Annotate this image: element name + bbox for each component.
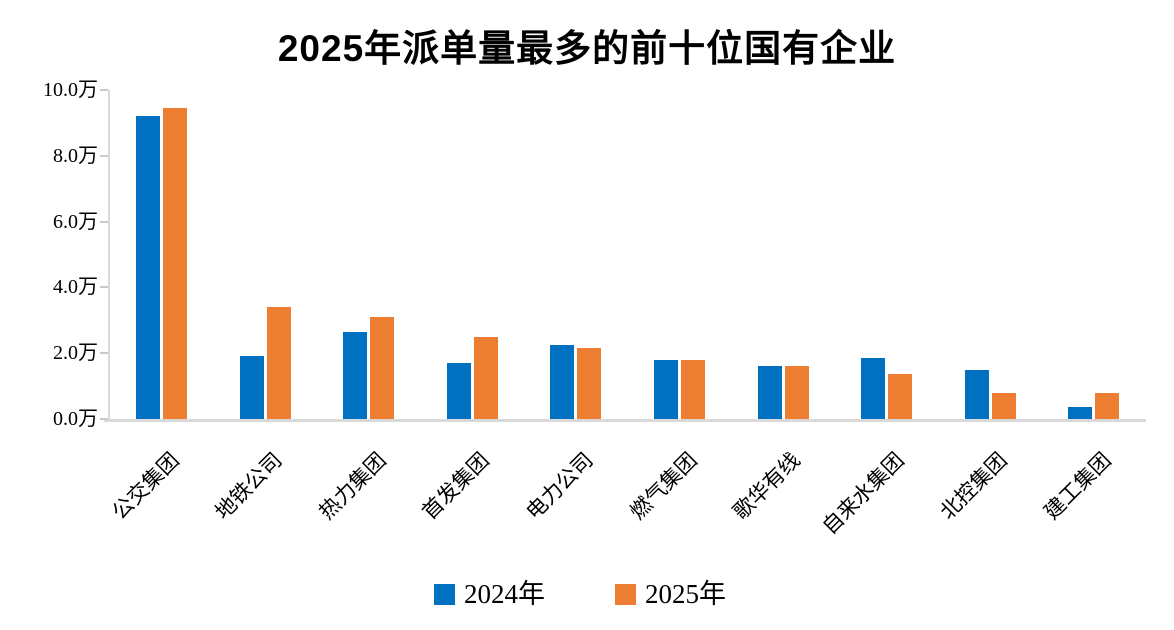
legend-swatch-icon (434, 584, 455, 605)
y-tick-label: 10.0万 (43, 79, 98, 101)
legend: 2024年 2025年 (0, 581, 1167, 608)
y-tick-label: 6.0万 (53, 210, 98, 233)
chart-title: 2025年派单量最多的前十位国有企业 (277, 28, 897, 69)
x-category-label: 燃气集团 (624, 447, 702, 525)
bar-2025年-北控集团 (991, 392, 1016, 419)
y-axis-tick (100, 89, 108, 91)
bar-2025年-歌华有线 (784, 365, 809, 419)
y-tick-label: 0.0万 (53, 408, 98, 430)
x-category-label: 歌华有线 (728, 447, 805, 525)
bar-2024年-首发集团 (446, 363, 471, 419)
bar-2025年-首发集团 (473, 336, 498, 419)
x-category-label: 自来水集团 (817, 447, 909, 540)
legend-item-2024年: 2024年 (434, 581, 545, 608)
x-category-label: 地铁公司 (210, 447, 287, 525)
bar-2024年-歌华有线 (757, 366, 782, 419)
y-axis-tick (100, 220, 108, 223)
bar-2024年-北控集团 (964, 369, 989, 419)
bar-2024年-自来水集团 (861, 358, 886, 419)
legend-label: 2025年 (645, 579, 726, 609)
bar-2025年-地铁公司 (266, 307, 291, 419)
x-category-label: 首发集团 (417, 447, 495, 525)
legend-swatch-icon (615, 584, 636, 605)
x-category-label: 北控集团 (935, 447, 1013, 525)
y-tick-label: 2.0万 (53, 342, 98, 365)
legend-label: 2024年 (464, 579, 545, 609)
bar-2024年-热力集团 (343, 331, 368, 419)
y-axis-tick (100, 352, 108, 355)
y-axis-tick (100, 418, 108, 420)
bar-2025年-燃气集团 (681, 360, 705, 419)
x-category-label: 建工集团 (1039, 447, 1116, 525)
bar-2024年-公交集团 (136, 116, 160, 419)
x-category-label: 热力集团 (314, 447, 391, 525)
bar-2025年-公交集团 (163, 108, 187, 419)
x-category-label: 电力公司 (521, 447, 598, 525)
bar-2025年-建工集团 (1095, 393, 1120, 419)
bar-2024年-建工集团 (1068, 407, 1093, 419)
bar-2025年-自来水集团 (888, 373, 913, 419)
bar-2025年-热力集团 (370, 317, 395, 419)
x-axis-line (104, 419, 1146, 422)
bar-2025年-电力公司 (577, 348, 602, 419)
y-axis-line (108, 90, 110, 419)
x-category-label: 公交集团 (106, 447, 184, 525)
bar-2024年-燃气集团 (654, 359, 678, 419)
y-axis-tick (100, 154, 108, 157)
legend-item-2025年: 2025年 (615, 581, 726, 608)
y-tick-label: 8.0万 (53, 144, 98, 167)
bar-2024年-地铁公司 (239, 356, 264, 419)
bar-2024年-电力公司 (550, 344, 575, 419)
y-tick-label: 4.0万 (53, 276, 98, 299)
y-axis-tick (100, 286, 108, 289)
